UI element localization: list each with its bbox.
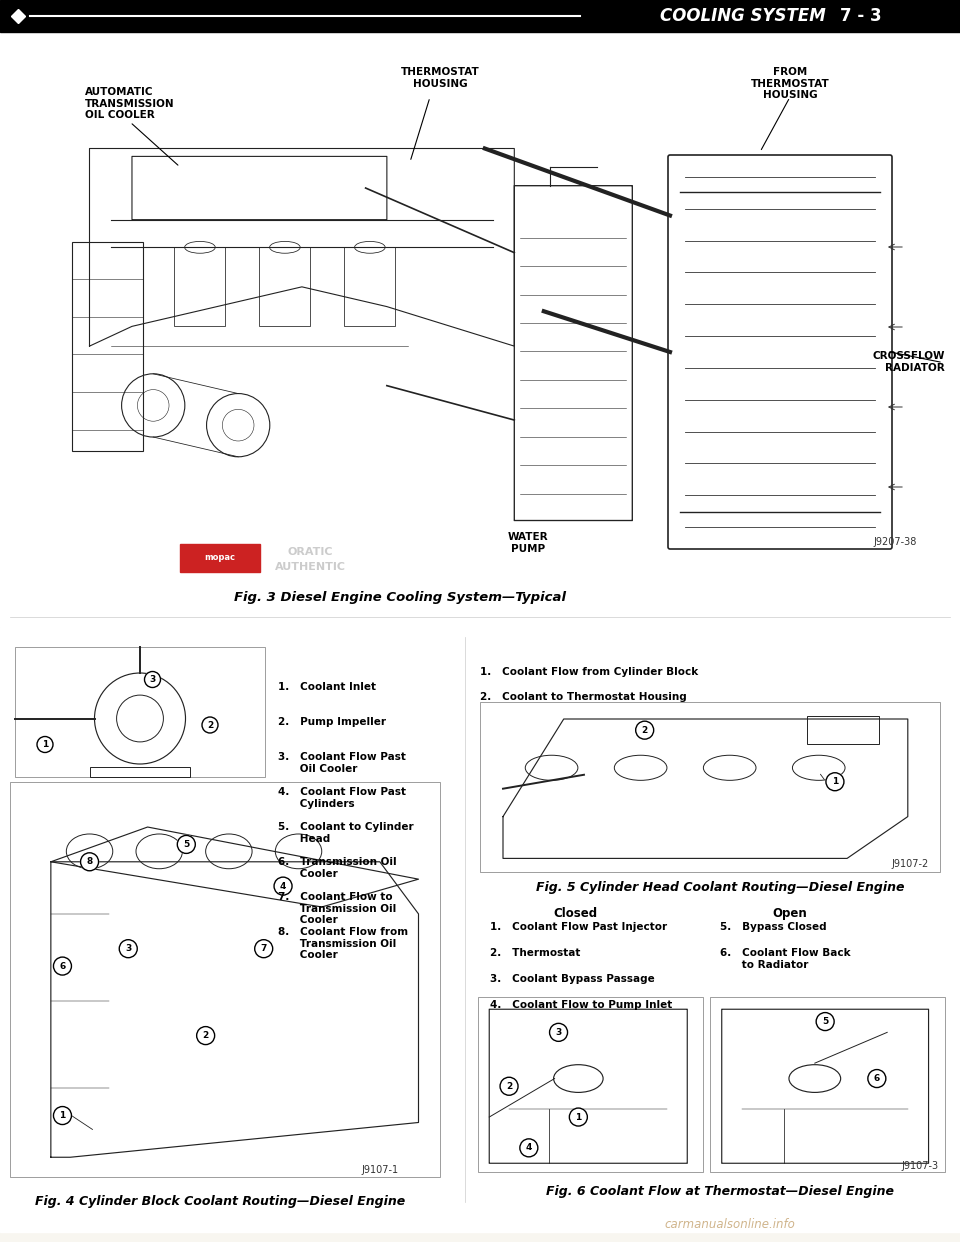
Bar — [90, 766, 190, 777]
Bar — [0, 32, 960, 627]
Text: carmanualsonline.info: carmanualsonline.info — [664, 1217, 796, 1231]
Text: 3.   Coolant Bypass Passage: 3. Coolant Bypass Passage — [490, 974, 655, 984]
Text: 6.   Coolant Flow Back
      to Radiator: 6. Coolant Flow Back to Radiator — [720, 948, 851, 970]
Circle shape — [569, 1108, 588, 1126]
Text: THERMOSTAT
HOUSING: THERMOSTAT HOUSING — [400, 67, 479, 88]
Text: 1: 1 — [575, 1113, 582, 1122]
Text: 7 - 3: 7 - 3 — [840, 7, 881, 25]
Text: 2.   Pump Impeller: 2. Pump Impeller — [278, 717, 386, 727]
Text: AUTHENTIC: AUTHENTIC — [275, 561, 346, 573]
Text: 2.   Coolant to Thermostat Housing: 2. Coolant to Thermostat Housing — [480, 692, 686, 702]
Text: Fig. 6 Coolant Flow at Thermostat—Diesel Engine: Fig. 6 Coolant Flow at Thermostat—Diesel… — [546, 1186, 894, 1199]
Circle shape — [520, 1139, 538, 1156]
Text: Fig. 4 Cylinder Block Coolant Routing—Diesel Engine: Fig. 4 Cylinder Block Coolant Routing—Di… — [35, 1196, 405, 1208]
Circle shape — [636, 722, 654, 739]
Bar — [710, 997, 945, 1172]
Circle shape — [274, 877, 292, 895]
Bar — [478, 997, 703, 1172]
Text: 1: 1 — [60, 1112, 65, 1120]
Circle shape — [826, 773, 844, 791]
Text: 3: 3 — [125, 944, 132, 953]
Text: 4: 4 — [526, 1144, 532, 1153]
Text: 3: 3 — [150, 674, 156, 684]
Text: 4.   Coolant Flow Past
      Cylinders: 4. Coolant Flow Past Cylinders — [278, 787, 406, 809]
Text: CROSSFLOW
RADIATOR: CROSSFLOW RADIATOR — [873, 351, 945, 373]
Bar — [478, 997, 703, 1172]
Bar — [259, 247, 310, 327]
Circle shape — [816, 1012, 834, 1031]
Text: 5: 5 — [183, 840, 189, 850]
Text: Open: Open — [773, 907, 807, 920]
Text: 1: 1 — [831, 777, 838, 786]
Text: 8.   Coolant Flow from
      Transmission Oil
      Cooler: 8. Coolant Flow from Transmission Oil Co… — [278, 927, 408, 960]
Circle shape — [119, 940, 137, 958]
Text: 1.   Coolant Flow from Cylinder Block: 1. Coolant Flow from Cylinder Block — [480, 667, 698, 677]
Text: 5.   Bypass Closed: 5. Bypass Closed — [720, 922, 827, 932]
Circle shape — [868, 1069, 886, 1088]
Text: 4: 4 — [280, 882, 286, 891]
Bar — [480, 702, 940, 872]
Circle shape — [254, 940, 273, 958]
Text: 2: 2 — [506, 1082, 513, 1090]
Bar — [345, 247, 396, 327]
Bar — [15, 647, 265, 777]
Text: 5: 5 — [822, 1017, 828, 1026]
Circle shape — [37, 737, 53, 753]
Text: J9207-38: J9207-38 — [874, 537, 917, 546]
Bar — [710, 997, 945, 1172]
Text: 6: 6 — [60, 961, 65, 970]
Bar — [10, 782, 440, 1177]
Text: 4.   Coolant Flow to Pump Inlet: 4. Coolant Flow to Pump Inlet — [490, 1000, 672, 1010]
Circle shape — [145, 672, 160, 688]
Text: 1.   Coolant Inlet: 1. Coolant Inlet — [278, 682, 376, 692]
Text: J9107-1: J9107-1 — [361, 1165, 398, 1175]
Text: 2.   Thermostat: 2. Thermostat — [490, 948, 581, 958]
Circle shape — [549, 1023, 567, 1041]
Bar — [670, 156, 890, 546]
Text: 2: 2 — [206, 720, 213, 729]
Text: AUTOMATIC
TRANSMISSION
OIL COOLER: AUTOMATIC TRANSMISSION OIL COOLER — [85, 87, 175, 120]
Text: J9107-2: J9107-2 — [892, 859, 928, 869]
Text: 6: 6 — [874, 1074, 880, 1083]
Bar — [15, 647, 265, 777]
Text: 3: 3 — [556, 1028, 562, 1037]
Text: 7.   Coolant Flow to
      Transmission Oil
      Cooler: 7. Coolant Flow to Transmission Oil Cool… — [278, 892, 396, 925]
Text: Fig. 5 Cylinder Head Coolant Routing—Diesel Engine: Fig. 5 Cylinder Head Coolant Routing—Die… — [536, 881, 904, 893]
Circle shape — [197, 1027, 215, 1045]
Bar — [180, 544, 260, 573]
Text: FROM
THERMOSTAT
HOUSING: FROM THERMOSTAT HOUSING — [751, 67, 829, 101]
Text: ORATIC: ORATIC — [287, 546, 333, 556]
Bar — [480, 702, 940, 872]
Bar — [0, 0, 960, 32]
Text: Closed: Closed — [553, 907, 597, 920]
Circle shape — [178, 836, 195, 853]
Bar — [60, 102, 650, 568]
Bar — [72, 241, 143, 451]
Text: 6.   Transmission Oil
      Cooler: 6. Transmission Oil Cooler — [278, 857, 396, 878]
Text: 8: 8 — [86, 857, 93, 866]
Circle shape — [202, 717, 218, 733]
Text: 1: 1 — [42, 740, 48, 749]
Bar — [806, 717, 879, 744]
Text: mopac: mopac — [204, 554, 235, 563]
Text: J9107-3: J9107-3 — [901, 1161, 939, 1171]
Circle shape — [81, 853, 99, 871]
Circle shape — [54, 1107, 71, 1124]
Circle shape — [54, 958, 71, 975]
Bar — [175, 247, 226, 327]
Circle shape — [500, 1077, 518, 1095]
Bar — [0, 627, 960, 1232]
Text: 5.   Coolant to Cylinder
      Head: 5. Coolant to Cylinder Head — [278, 822, 414, 843]
Text: Fig. 3 Diesel Engine Cooling System—Typical: Fig. 3 Diesel Engine Cooling System—Typi… — [234, 590, 566, 604]
Text: 2: 2 — [203, 1031, 208, 1040]
Bar — [10, 782, 440, 1177]
Text: WATER
PUMP: WATER PUMP — [508, 532, 548, 554]
Text: 7: 7 — [260, 944, 267, 953]
Text: COOLING SYSTEM: COOLING SYSTEM — [660, 7, 826, 25]
Text: 2: 2 — [641, 725, 648, 735]
Text: 1.   Coolant Flow Past Injector: 1. Coolant Flow Past Injector — [490, 922, 667, 932]
Text: 3.   Coolant Flow Past
      Oil Cooler: 3. Coolant Flow Past Oil Cooler — [278, 751, 406, 774]
